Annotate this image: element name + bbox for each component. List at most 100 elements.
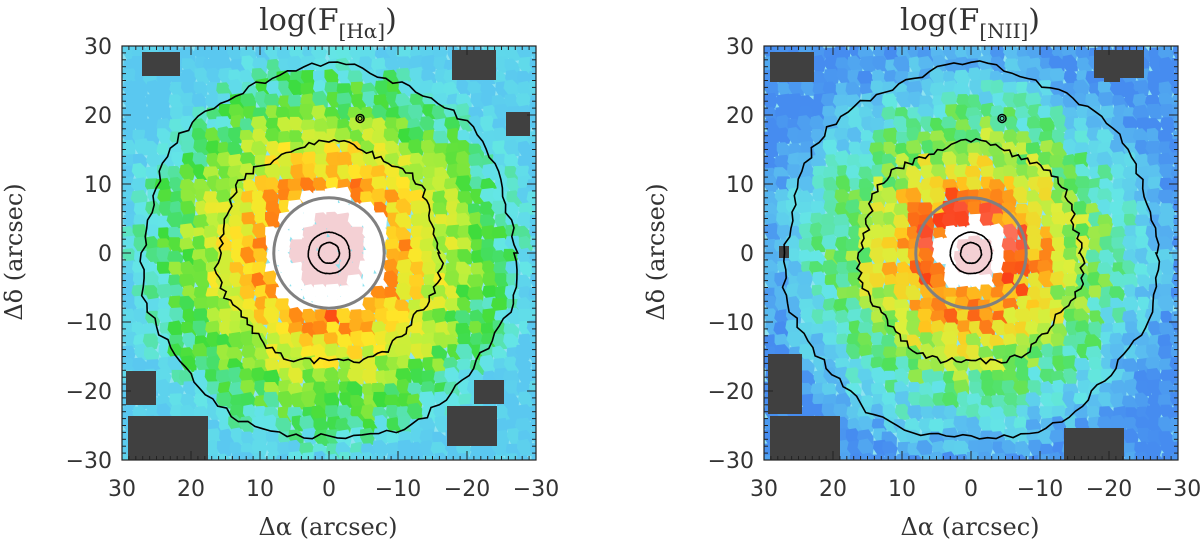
- map-cell: [396, 258, 414, 277]
- map-cell: [1097, 199, 1114, 217]
- map-cell: [325, 165, 341, 182]
- map-cell: [359, 165, 376, 183]
- map-cell: [845, 199, 862, 216]
- map-cell: [1173, 296, 1178, 313]
- map-cell: [881, 357, 899, 375]
- map-cell: [905, 165, 922, 183]
- map-cell: [216, 391, 232, 410]
- map-cell: [457, 191, 474, 207]
- map-cell: [1073, 200, 1090, 219]
- map-cell: [419, 116, 437, 133]
- map-cell: [250, 115, 268, 133]
- map-cell: [143, 285, 160, 302]
- map-cell: [764, 222, 780, 242]
- map-cell: [433, 224, 450, 241]
- map-cell: [239, 285, 256, 302]
- map-cell: [262, 270, 280, 288]
- map-cell: [409, 261, 427, 278]
- map-cell: [374, 414, 390, 432]
- map-cell: [810, 54, 827, 73]
- map-cell: [776, 93, 793, 111]
- map-cell: [977, 439, 994, 456]
- map-cell: [180, 260, 196, 278]
- map-cell: [251, 333, 268, 351]
- masked-region: [1104, 62, 1120, 82]
- map-cell: [277, 152, 293, 170]
- map-cell: [1100, 306, 1117, 324]
- map-cell: [907, 368, 925, 386]
- map-cell: [277, 116, 293, 134]
- map-cell: [301, 427, 319, 446]
- y-tick-label: 0: [740, 242, 754, 267]
- map-cell: [882, 81, 899, 98]
- map-cell: [1169, 332, 1178, 350]
- map-cell: [823, 344, 840, 362]
- map-cell: [263, 306, 280, 324]
- x-tick-label: 30: [750, 477, 778, 502]
- map-cell: [434, 452, 450, 460]
- map-cell: [515, 343, 532, 361]
- map-cell: [895, 152, 912, 170]
- map-cell: [1088, 356, 1105, 374]
- map-cell: [288, 224, 305, 242]
- map-cell: [881, 93, 898, 112]
- aperture-circle: [914, 196, 1028, 310]
- map-cell: [1111, 214, 1128, 230]
- map-cell: [336, 151, 354, 169]
- map-cell: [324, 69, 340, 86]
- map-cell: [431, 345, 448, 363]
- map-cell: [1073, 403, 1090, 422]
- map-cell: [968, 114, 985, 133]
- map-cell: [479, 343, 496, 360]
- map-cell: [893, 214, 910, 233]
- map-cell: [930, 357, 946, 375]
- map-cell: [529, 58, 536, 74]
- map-cell: [132, 224, 148, 241]
- map-cell: [409, 66, 425, 85]
- masked-region: [1064, 428, 1124, 460]
- map-cell: [491, 200, 509, 217]
- map-cell: [834, 104, 851, 122]
- map-cell: [809, 115, 827, 134]
- map-cell: [265, 211, 280, 229]
- map-cell: [526, 346, 536, 363]
- map-cell: [397, 415, 413, 433]
- map-cell: [240, 246, 256, 264]
- map-cell: [1027, 286, 1044, 303]
- map-cell: [857, 247, 873, 265]
- map-cell: [919, 382, 935, 399]
- map-cell: [895, 272, 911, 289]
- map-cell: [1085, 93, 1101, 110]
- map-cell: [1159, 259, 1175, 276]
- map-cell: [444, 367, 461, 385]
- map-cell: [894, 390, 911, 409]
- map-cell: [142, 333, 160, 351]
- map-cell: [494, 273, 511, 290]
- map-cell: [134, 295, 150, 312]
- y-tick-label: 30: [726, 35, 754, 60]
- map-cell: [966, 176, 983, 193]
- map-cell: [953, 440, 970, 458]
- map-cell: [979, 308, 995, 324]
- flux-contour: [357, 115, 363, 122]
- map-cell: [956, 272, 972, 288]
- map-cell: [517, 140, 534, 158]
- map-cell: [1097, 392, 1114, 409]
- map-cell: [301, 270, 318, 289]
- map-cell: [179, 163, 196, 182]
- map-cell: [800, 80, 817, 96]
- flux-contour: [139, 61, 519, 440]
- masked-region: [452, 50, 496, 80]
- y-tick-label: 0: [98, 242, 112, 267]
- map-cell: [882, 224, 898, 241]
- map-cell: [764, 139, 779, 158]
- map-cell: [821, 234, 839, 253]
- map-cell: [1001, 440, 1018, 456]
- map-cell: [1098, 249, 1115, 266]
- map-cell: [347, 212, 365, 229]
- map-cell: [193, 392, 211, 410]
- map-cell: [130, 80, 148, 98]
- map-cell: [981, 379, 997, 398]
- map-cell: [360, 427, 376, 447]
- map-cell: [457, 249, 473, 265]
